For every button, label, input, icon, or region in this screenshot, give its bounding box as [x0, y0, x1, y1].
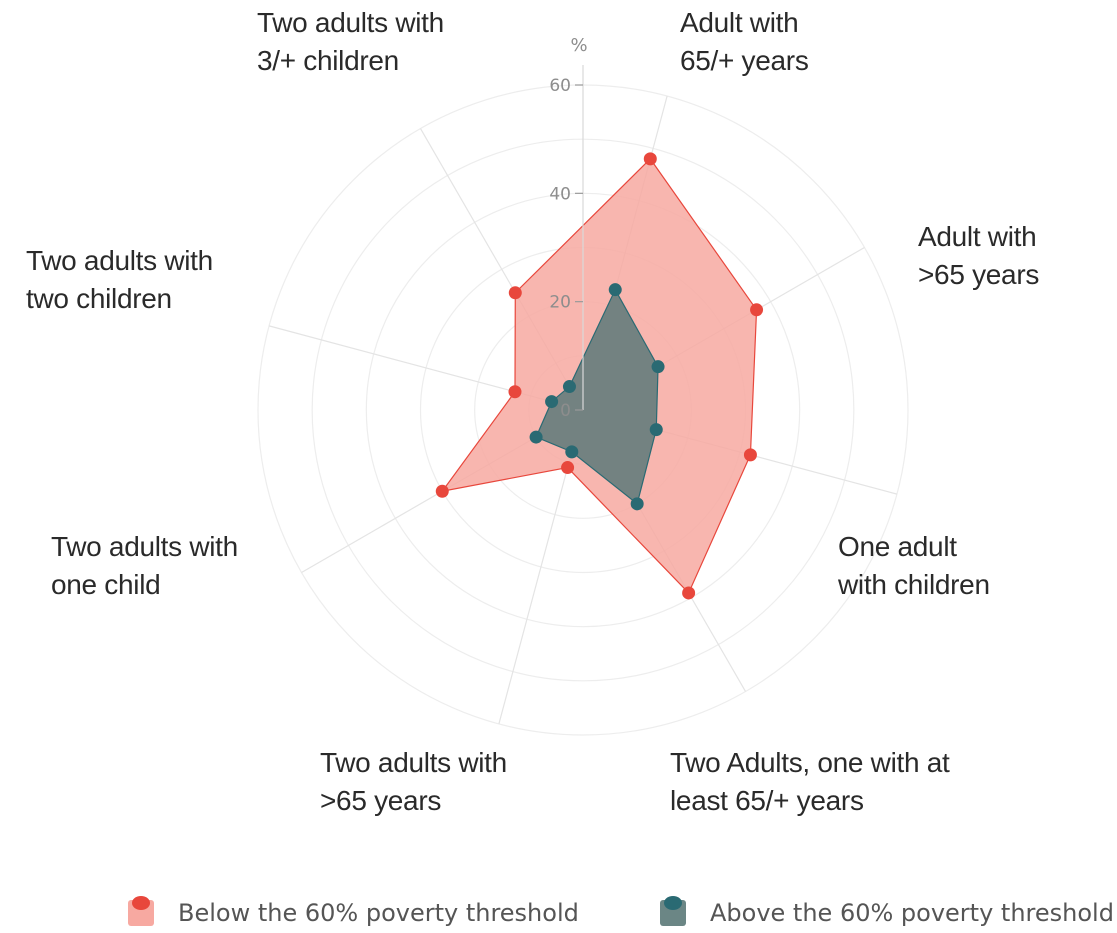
category-label-2: Adult with >65 years: [918, 221, 1040, 290]
series-1-point-3: [743, 448, 757, 462]
series-2-point-2: [651, 360, 665, 374]
radial-unit-label: %: [570, 35, 587, 56]
series-2-point-1: [608, 283, 622, 297]
series-1-point-4: [682, 586, 696, 600]
radial-tick-label-3: 40: [549, 184, 571, 204]
series-2-point-7: [545, 395, 559, 409]
radar-series-layer: [435, 152, 764, 600]
series-2-point-6: [529, 430, 543, 444]
series-2-point-8: [562, 380, 576, 394]
category-label-5: Two adults with >65 years: [320, 747, 507, 816]
category-label-8: Two adults with 3/+ children: [257, 7, 444, 76]
series-2-point-4: [630, 497, 644, 511]
radial-tick-label-2: 20: [549, 293, 571, 313]
series-1-point-1: [643, 152, 657, 166]
series-2-point-5: [565, 445, 579, 459]
legend-swatch-below: [128, 896, 154, 926]
category-label-7: Two adults with two children: [26, 245, 213, 314]
radial-axis: 0 20 40 60%: [549, 35, 587, 421]
series-1-point-2: [750, 303, 764, 317]
legend-swatch-above: [660, 896, 686, 926]
category-label-6: Two adults with one child: [51, 531, 238, 600]
series-1-point-5: [561, 461, 575, 475]
legend-item-above: Above the 60% poverty threshold: [660, 893, 1114, 933]
radial-tick-label-4: 60: [549, 76, 571, 96]
category-label-1: Adult with 65/+ years: [680, 7, 809, 76]
series-2-point-3: [649, 423, 663, 437]
legend-item-below: Below the 60% poverty threshold: [128, 893, 579, 933]
series-1-point-8: [508, 286, 522, 300]
category-label-4: Two Adults, one with at least 65/+ years: [670, 747, 950, 816]
series-1-point-6: [435, 484, 449, 498]
legend-label-below: Below the 60% poverty threshold: [178, 899, 579, 927]
radial-tick-label-1: 0: [560, 401, 571, 421]
category-label-3: One adult with children: [838, 531, 990, 600]
series-1-point-7: [508, 385, 522, 399]
legend-label-above: Above the 60% poverty threshold: [710, 899, 1114, 927]
